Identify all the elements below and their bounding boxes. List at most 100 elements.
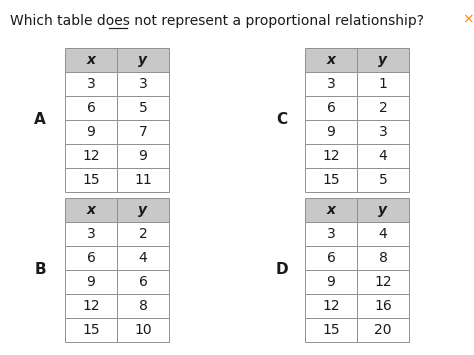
Text: y: y — [138, 203, 147, 217]
Text: 8: 8 — [379, 251, 387, 265]
Bar — [117, 168, 169, 192]
Text: ×: × — [462, 12, 474, 26]
Text: 12: 12 — [82, 149, 100, 163]
Text: 9: 9 — [138, 149, 147, 163]
Text: y: y — [379, 203, 388, 217]
Bar — [357, 222, 409, 246]
Bar — [117, 318, 169, 342]
Bar — [117, 222, 169, 246]
Text: 3: 3 — [87, 77, 95, 91]
Bar — [117, 96, 169, 120]
Text: 2: 2 — [138, 227, 147, 241]
Bar — [117, 72, 169, 96]
Bar — [65, 246, 117, 270]
Text: 20: 20 — [374, 323, 392, 337]
Text: 7: 7 — [138, 125, 147, 139]
Bar — [65, 120, 117, 144]
Bar — [65, 198, 117, 222]
Text: 4: 4 — [379, 149, 387, 163]
Text: 15: 15 — [322, 323, 340, 337]
Bar — [357, 168, 409, 192]
Bar — [305, 318, 357, 342]
Bar — [117, 270, 169, 294]
Text: 12: 12 — [374, 275, 392, 289]
Text: 9: 9 — [327, 275, 336, 289]
Text: 5: 5 — [379, 173, 387, 187]
Bar — [305, 270, 357, 294]
Bar — [357, 72, 409, 96]
Bar — [65, 270, 117, 294]
Text: 3: 3 — [87, 227, 95, 241]
Bar — [305, 96, 357, 120]
Bar — [117, 120, 169, 144]
Text: 9: 9 — [87, 275, 95, 289]
Bar — [305, 120, 357, 144]
Bar — [357, 294, 409, 318]
Bar — [357, 48, 409, 72]
Text: x: x — [327, 203, 336, 217]
Text: 15: 15 — [82, 173, 100, 187]
Text: 12: 12 — [322, 299, 340, 313]
Bar — [117, 198, 169, 222]
Text: 6: 6 — [87, 251, 95, 265]
Bar — [117, 144, 169, 168]
Text: 2: 2 — [379, 101, 387, 115]
Text: 10: 10 — [134, 323, 152, 337]
Text: y: y — [379, 53, 388, 67]
Text: 4: 4 — [379, 227, 387, 241]
Text: 9: 9 — [87, 125, 95, 139]
Text: x: x — [86, 53, 95, 67]
Bar — [305, 246, 357, 270]
Bar — [357, 198, 409, 222]
Text: 6: 6 — [327, 101, 336, 115]
Text: 12: 12 — [322, 149, 340, 163]
Bar — [305, 168, 357, 192]
Bar — [357, 270, 409, 294]
Text: 5: 5 — [138, 101, 147, 115]
Bar — [65, 144, 117, 168]
Bar — [305, 198, 357, 222]
Text: x: x — [86, 203, 95, 217]
Bar — [357, 96, 409, 120]
Text: 3: 3 — [327, 227, 336, 241]
Text: 6: 6 — [327, 251, 336, 265]
Bar — [117, 246, 169, 270]
Text: 3: 3 — [327, 77, 336, 91]
Text: x: x — [327, 53, 336, 67]
Text: y: y — [138, 53, 147, 67]
Text: 11: 11 — [134, 173, 152, 187]
Text: 15: 15 — [322, 173, 340, 187]
Bar — [65, 72, 117, 96]
Text: A: A — [34, 113, 46, 127]
Bar — [65, 96, 117, 120]
Bar — [117, 294, 169, 318]
Text: B: B — [34, 262, 46, 278]
Text: 12: 12 — [82, 299, 100, 313]
Text: 8: 8 — [138, 299, 147, 313]
Bar — [357, 246, 409, 270]
Text: 1: 1 — [379, 77, 387, 91]
Bar — [65, 48, 117, 72]
Text: 6: 6 — [138, 275, 147, 289]
Bar — [357, 144, 409, 168]
Bar — [65, 168, 117, 192]
Bar — [305, 222, 357, 246]
Text: Which table does not represent a proportional relationship?: Which table does not represent a proport… — [10, 14, 424, 28]
Bar — [357, 120, 409, 144]
Text: 3: 3 — [379, 125, 387, 139]
Text: D: D — [276, 262, 288, 278]
Bar — [117, 48, 169, 72]
Text: 15: 15 — [82, 323, 100, 337]
Text: 9: 9 — [327, 125, 336, 139]
Bar — [65, 222, 117, 246]
Text: 16: 16 — [374, 299, 392, 313]
Text: 6: 6 — [87, 101, 95, 115]
Bar — [357, 318, 409, 342]
Bar — [65, 294, 117, 318]
Bar — [65, 318, 117, 342]
Text: C: C — [276, 113, 288, 127]
Text: 3: 3 — [138, 77, 147, 91]
Bar — [305, 294, 357, 318]
Bar — [305, 144, 357, 168]
Text: 4: 4 — [138, 251, 147, 265]
